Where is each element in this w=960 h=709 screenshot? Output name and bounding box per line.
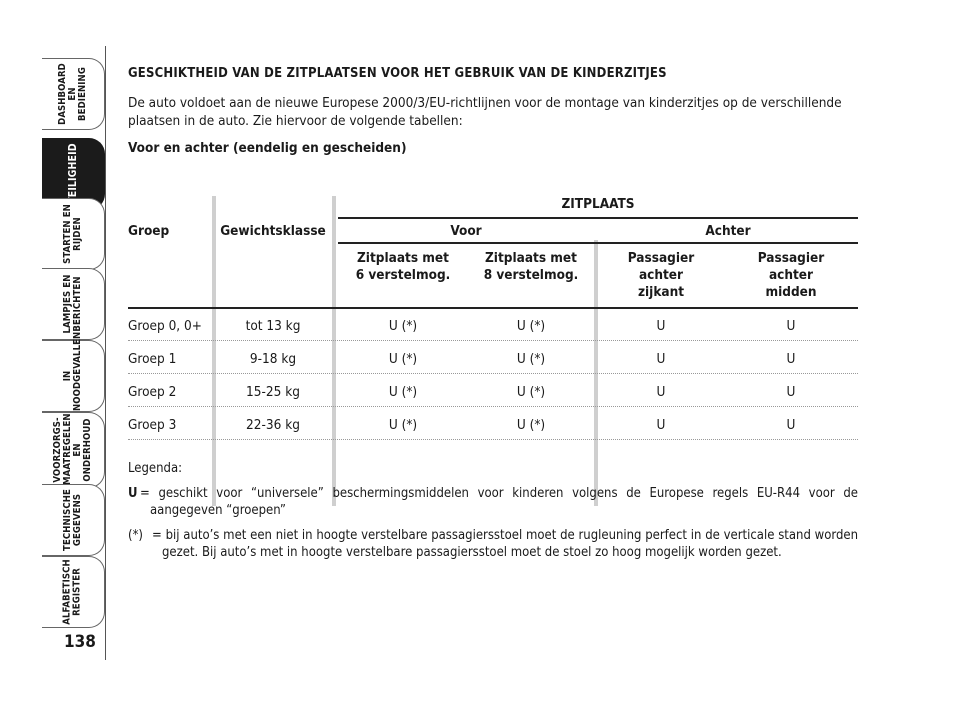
column-separator (212, 196, 216, 506)
legend-star: (*) = bij auto’s met een niet in hoogte … (128, 527, 858, 561)
row-voor-8: U (*) (516, 417, 546, 433)
sidebar-line (105, 46, 106, 660)
row-voor-8: U (*) (516, 351, 546, 367)
row-voor-6: U (*) (388, 318, 418, 334)
legend-u-key: U (128, 486, 138, 501)
tab-noodgevallen[interactable]: IN NOODGEVALLEN (42, 331, 105, 412)
row-voor-8: U (*) (516, 318, 546, 334)
row-divider (128, 406, 858, 407)
chapter-sidebar: DASHBOARD EN BEDIENING VEILIGHEID STARTE… (0, 0, 110, 709)
header-rule (128, 307, 858, 309)
tab-label: IN NOODGEVALLEN (62, 331, 83, 411)
row-voor-6: U (*) (388, 351, 418, 367)
section-subtitle: Voor en achter (eendelig en gescheiden) (128, 140, 407, 156)
tab-label: VOORZORGS- MAATREGELEN EN ONDERHOUD (52, 413, 93, 485)
row-achter-midden: U (786, 417, 796, 433)
sub-header-8-verstel: Zitplaats met 8 verstelmog. (483, 250, 579, 283)
sub-header-achter-zijkant: Passagier achter zijkant (627, 250, 695, 300)
row-achter-midden: U (786, 318, 796, 334)
achter-header: Achter (705, 223, 751, 239)
header-rule (338, 217, 858, 219)
row-achter-zijkant: U (656, 318, 666, 334)
voor-header: Voor (450, 223, 482, 239)
row-divider (128, 340, 858, 341)
row-achter-zijkant: U (656, 384, 666, 400)
legend-star-key: (*) (128, 528, 143, 543)
row-achter-midden: U (786, 351, 796, 367)
tab-label: STARTEN EN RIJDEN (62, 204, 83, 264)
gewicht-header: Gewichtsklasse (220, 223, 326, 239)
row-groep: Groep 3 (128, 417, 177, 433)
page-number: 138 (64, 632, 96, 652)
row-gewicht: 9-18 kg (249, 351, 297, 367)
tab-onderhoud[interactable]: VOORZORGS- MAATREGELEN EN ONDERHOUD (42, 412, 105, 488)
tab-starten[interactable]: STARTEN EN RIJDEN (42, 198, 105, 270)
row-voor-8: U (*) (516, 384, 546, 400)
row-achter-midden: U (786, 384, 796, 400)
sub-header-achter-midden: Passagier achter midden (757, 250, 825, 300)
groep-header: Groep (128, 223, 170, 239)
row-achter-zijkant: U (656, 351, 666, 367)
legend-star-text: = bij auto’s met een niet in hoogte vers… (152, 528, 858, 560)
row-groep: Groep 1 (128, 351, 177, 367)
legend-u-text: = geschikt voor “universele” bescherming… (140, 486, 858, 518)
row-groep: Groep 2 (128, 384, 177, 400)
row-voor-6: U (*) (388, 384, 418, 400)
legend-heading: Legenda: (128, 461, 183, 476)
tab-lampjes[interactable]: LAMPJES EN BERICHTEN (42, 268, 105, 340)
legend-u: U = geschikt voor “universele” beschermi… (128, 485, 858, 519)
row-gewicht: 15-25 kg (246, 384, 300, 400)
tab-technische[interactable]: TECHNISCHE GEGEVENS (42, 484, 105, 556)
row-divider (128, 439, 858, 440)
tab-register[interactable]: ALFABETISCH REGISTER (42, 556, 105, 628)
sub-header-6-verstel: Zitplaats met 6 verstelmog. (355, 250, 451, 283)
tab-label: DASHBOARD EN BEDIENING (57, 63, 88, 125)
column-separator (332, 196, 336, 506)
tab-label: TECHNISCHE GEGEVENS (62, 489, 83, 551)
tab-dashboard[interactable]: DASHBOARD EN BEDIENING (42, 58, 105, 130)
intro-text: De auto voldoet aan de nieuwe Europese 2… (128, 95, 842, 129)
row-achter-zijkant: U (656, 417, 666, 433)
tab-label: ALFABETISCH REGISTER (62, 559, 83, 625)
zitplaats-header: ZITPLAATS (561, 196, 635, 212)
row-voor-6: U (*) (388, 417, 418, 433)
row-divider (128, 373, 858, 374)
header-rule (338, 242, 858, 244)
page-title: GESCHIKTHEID VAN DE ZITPLAATSEN VOOR HET… (128, 66, 667, 81)
row-groep: Groep 0, 0+ (128, 318, 202, 334)
row-gewicht: tot 13 kg (245, 318, 301, 334)
tab-label: LAMPJES EN BERICHTEN (62, 274, 83, 334)
row-gewicht: 22-36 kg (246, 417, 300, 433)
tab-label: VEILIGHEID (67, 143, 79, 205)
